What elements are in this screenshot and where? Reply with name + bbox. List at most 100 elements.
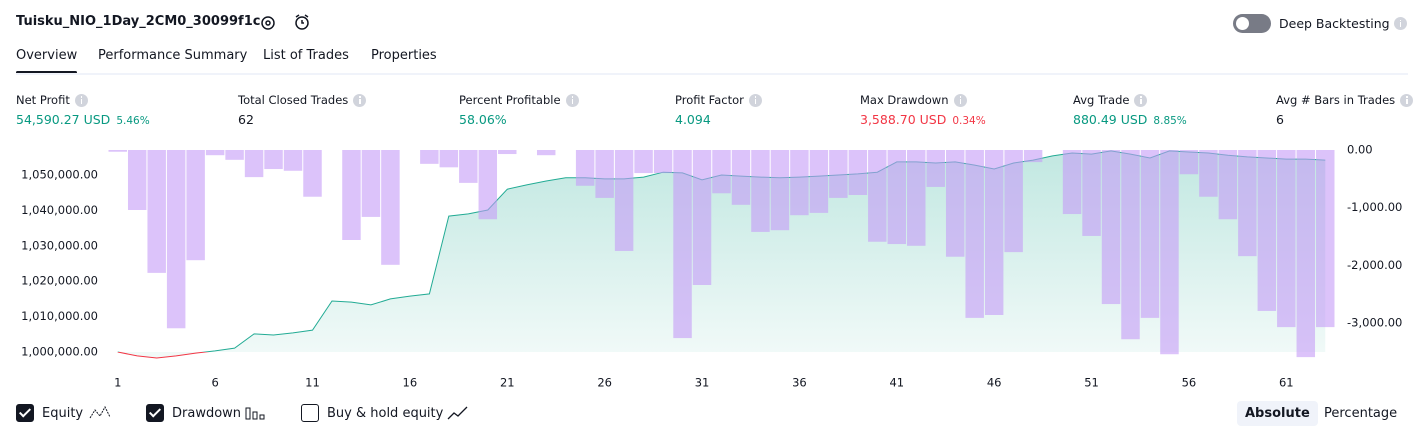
mode-button[interactable]: Absolute: [1237, 401, 1318, 426]
metric-value-wrap: 880.49 USD 8.85%: [1073, 112, 1187, 127]
mode-button[interactable]: Percentage: [1324, 406, 1398, 421]
drawdown-bar: [634, 150, 653, 174]
equity-icon: [89, 405, 111, 419]
checkbox[interactable]: [146, 404, 164, 422]
drawdown-bar: [809, 150, 829, 213]
drawdown-bar: [1082, 150, 1101, 236]
drawdown-bar: [1179, 150, 1199, 175]
metric-value-wrap: 6: [1276, 112, 1284, 127]
drawdown-bar: [673, 150, 692, 339]
y-tick-label: 1,020,000.00: [21, 274, 98, 288]
checkbox[interactable]: [301, 404, 319, 422]
info-icon[interactable]: [748, 93, 762, 107]
drawdown-bar: [498, 150, 517, 155]
drawdown-bar: [459, 150, 478, 183]
info-icon[interactable]: [74, 93, 88, 107]
metric-value: 58.06%: [459, 112, 507, 127]
metric-value: 54,590.27 USD: [16, 112, 111, 127]
metric-value: 880.49 USD: [1073, 112, 1148, 127]
deep-backtesting-toggle[interactable]: [1233, 14, 1271, 33]
help-icon[interactable]: [1393, 17, 1407, 30]
drawdown-bar: [1238, 150, 1257, 257]
metric-label-wrap: Avg Trade: [1073, 93, 1148, 107]
drawdown-bar: [907, 150, 926, 246]
toggle-label-wrap: Deep Backtesting: [1279, 16, 1407, 31]
metric-percent: 0.34%: [952, 115, 986, 127]
drawdown-bar: [692, 150, 712, 285]
alert-icon[interactable]: [293, 13, 313, 33]
y-tick-label: 1,050,000.00: [21, 167, 98, 181]
metric-label: Total Closed Trades: [238, 93, 349, 107]
tab[interactable]: Overview: [16, 48, 78, 74]
drawdown-bar: [420, 150, 439, 164]
toggle-label: Deep Backtesting: [1279, 16, 1390, 31]
drawdown-bar: [575, 150, 595, 186]
drawdown-bar: [965, 150, 984, 318]
x-tick-label: 16: [403, 376, 418, 390]
drawdown-bar: [186, 150, 205, 261]
info-icon[interactable]: [1134, 93, 1148, 107]
x-tick-label: 36: [792, 376, 807, 390]
drawdown-bar: [205, 150, 225, 156]
metric-label: Net Profit: [16, 93, 70, 107]
drawdown-bar: [848, 150, 868, 195]
y2-tick-label: -2,000.00: [1347, 258, 1402, 272]
info-icon[interactable]: [1400, 93, 1414, 107]
metric-label: Avg # Bars in Trades: [1276, 93, 1396, 107]
drawdown-bar: [1277, 150, 1296, 328]
tab[interactable]: Performance Summary: [98, 48, 248, 63]
metric-value: 4.094: [675, 112, 711, 127]
metric-label-wrap: Profit Factor: [675, 93, 762, 107]
drawdown-bar: [1296, 150, 1316, 358]
drawdown-bar: [439, 150, 459, 168]
x-tick-label: 11: [305, 376, 320, 390]
drawdown-bar: [770, 150, 790, 231]
drawdown-bar: [147, 150, 166, 273]
drawdown-bar: [926, 150, 945, 187]
drawdown-bar: [536, 150, 556, 156]
drawdown-bar: [595, 150, 614, 198]
metric-percent: 8.85%: [1153, 115, 1187, 127]
drawdown-bar: [614, 150, 634, 251]
equity-area: [117, 150, 1326, 358]
drawdown-bar: [790, 150, 809, 216]
info-icon[interactable]: [953, 93, 967, 107]
checkbox[interactable]: [16, 404, 34, 422]
strategy-title: Tuisku_NIO_1Day_2CM0_30099f1c: [16, 14, 261, 29]
drawdown-bar: [1101, 150, 1121, 305]
drawdown-bar: [166, 150, 186, 329]
x-tick-label: 61: [1279, 376, 1294, 390]
metric-label: Max Drawdown: [860, 93, 949, 107]
drawdown-bar: [1257, 150, 1277, 311]
drawdown-bar: [342, 150, 361, 240]
info-icon[interactable]: [353, 93, 367, 107]
drawdown-bar: [108, 150, 127, 152]
metric-label: Profit Factor: [675, 93, 744, 107]
drawdown-bar: [303, 150, 322, 197]
drawdown-bar: [984, 150, 1004, 315]
checkbox-label: Equity: [42, 406, 84, 421]
checkbox-label: Buy & hold equity: [327, 406, 444, 421]
y2-tick-label: 0.00: [1347, 143, 1373, 157]
x-tick-label: 6: [211, 376, 218, 390]
drawdown-bar: [225, 150, 244, 160]
drawdown-bar: [1023, 150, 1043, 163]
metric-value-wrap: 58.06%: [459, 112, 507, 127]
drawdown-bar: [244, 150, 264, 178]
tab-divider: [16, 73, 1408, 75]
drawdown-bar: [381, 150, 400, 265]
drawdown-bar: [1121, 150, 1140, 340]
drawdown-bar: [1004, 150, 1023, 253]
tab[interactable]: Properties: [371, 48, 437, 63]
x-tick-label: 26: [597, 376, 612, 390]
settings-icon[interactable]: [259, 14, 277, 32]
y-tick-label: 1,030,000.00: [21, 238, 98, 252]
tab[interactable]: List of Trades: [263, 48, 349, 63]
drawdown-bar: [361, 150, 381, 217]
metric-value: 3,588.70 USD: [860, 112, 947, 127]
info-icon[interactable]: [565, 93, 579, 107]
drawdown-bar: [751, 150, 770, 232]
drawdown-icon: [245, 407, 265, 420]
